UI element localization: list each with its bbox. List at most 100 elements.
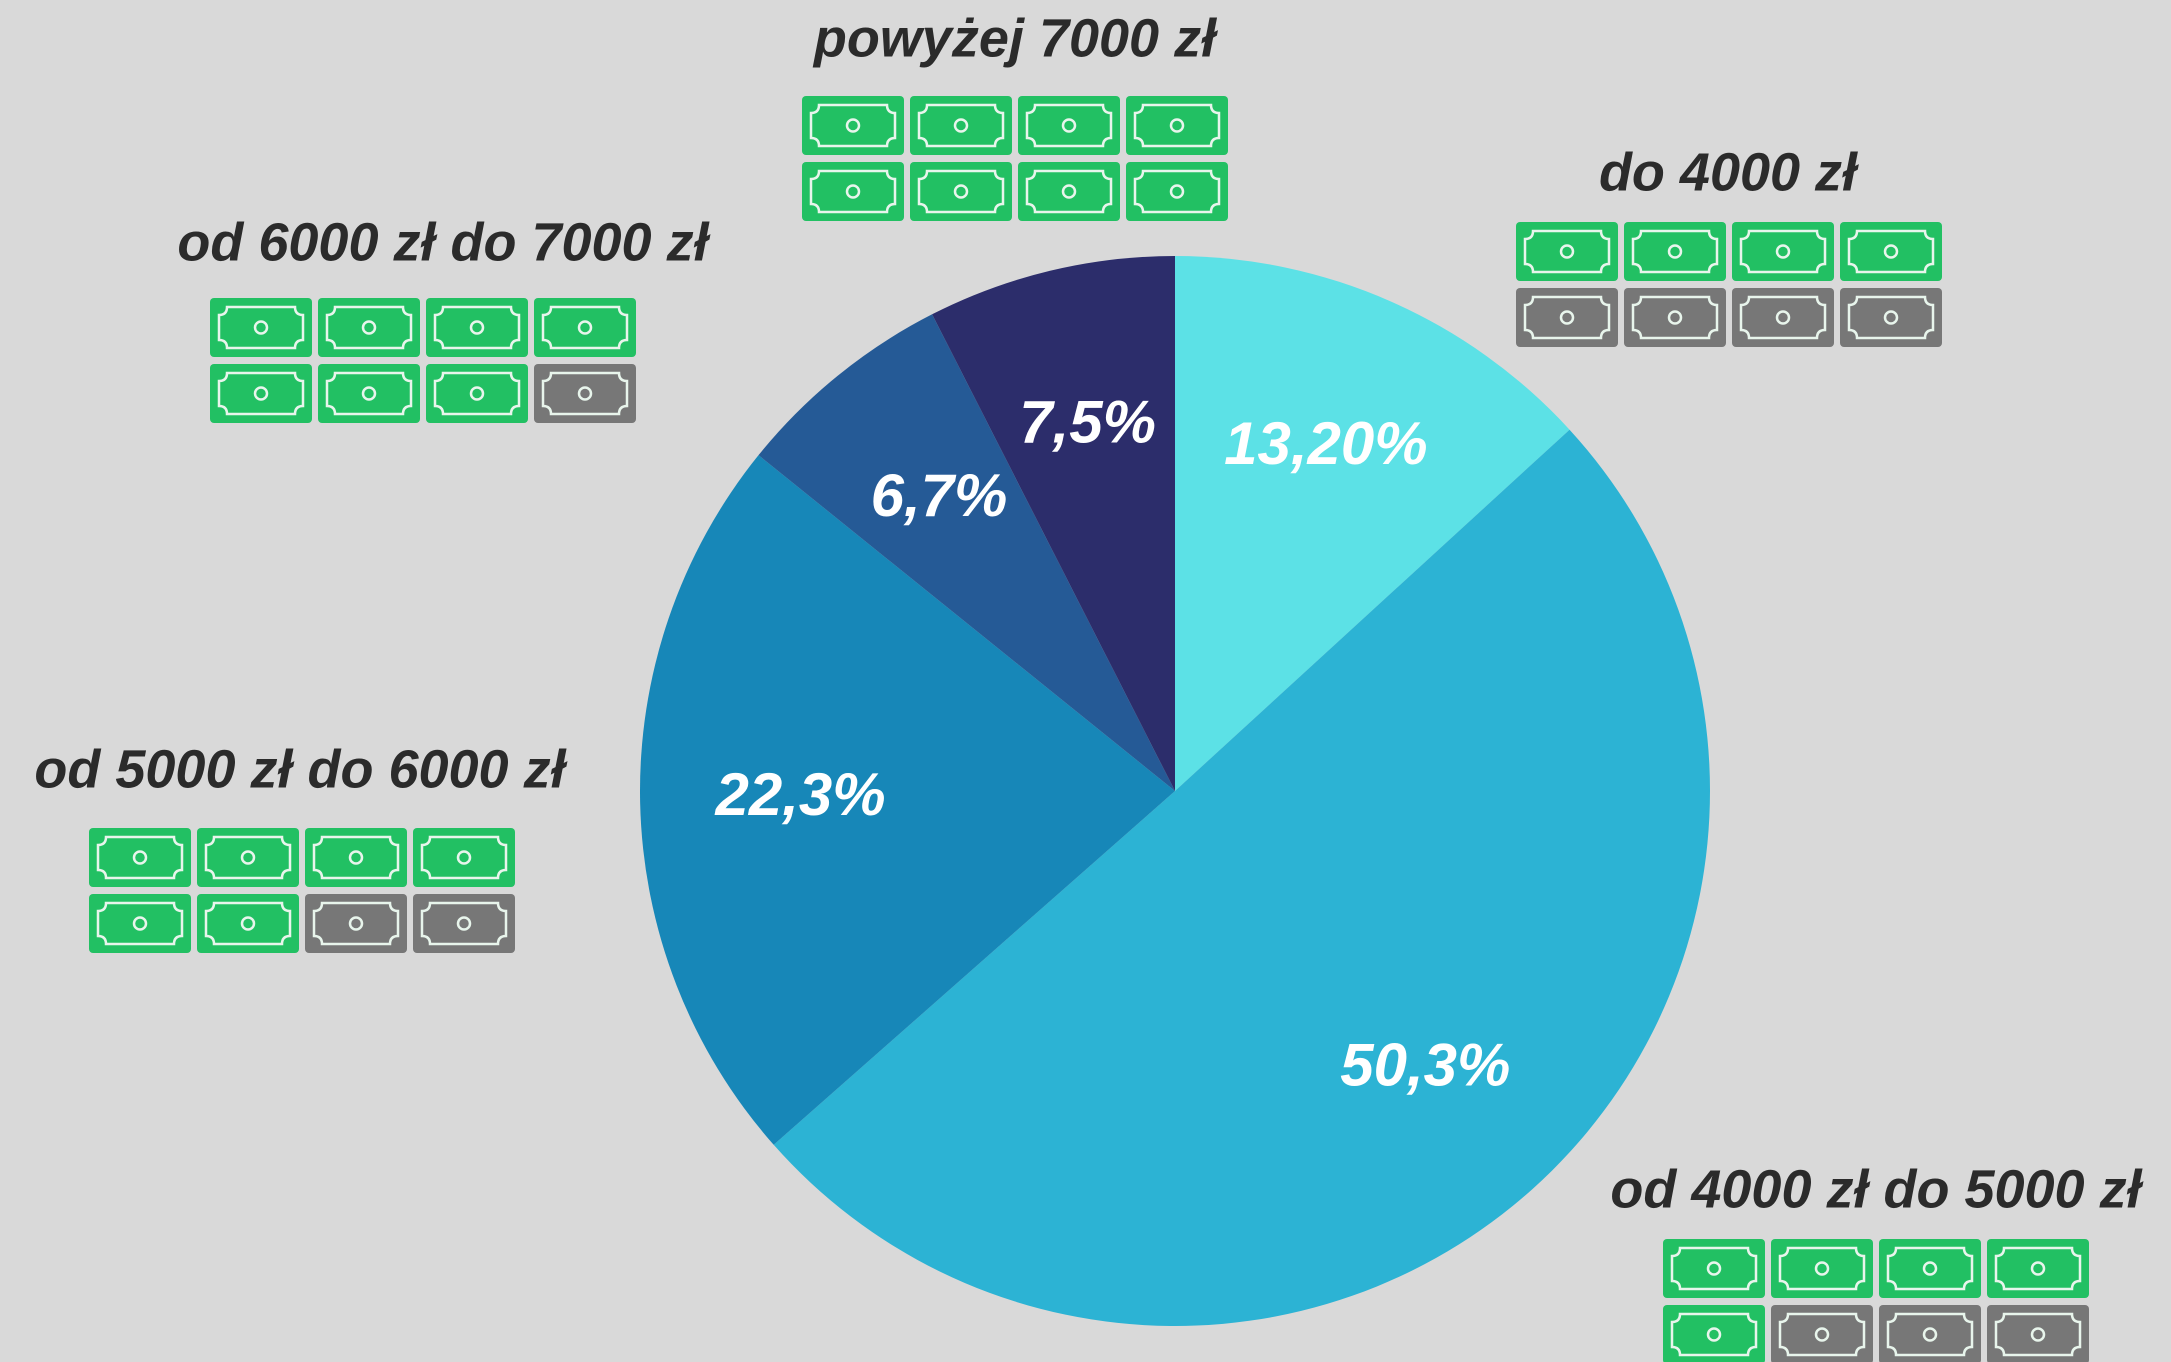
banknote-icon — [1840, 288, 1942, 347]
banknote-coin — [1775, 310, 1791, 325]
banknote-coin — [577, 320, 593, 335]
banknote-outline — [541, 305, 629, 350]
banknote-icon — [1018, 96, 1120, 155]
banknote-body — [1987, 1305, 2089, 1362]
banknote-coin — [953, 118, 969, 133]
pie-slice — [639, 455, 1175, 1145]
banknote-coin — [240, 916, 256, 931]
banknote-body — [1840, 222, 1942, 281]
banknote-outline — [1523, 295, 1611, 340]
banknote-icon — [1516, 288, 1618, 347]
banknote-icon — [1516, 222, 1618, 281]
banknote-icon — [910, 96, 1012, 155]
banknote-outline — [1133, 169, 1221, 214]
banknote-outline — [1778, 1312, 1866, 1357]
banknote-outline — [541, 371, 629, 416]
banknote-body — [534, 364, 636, 423]
banknote-outline — [1778, 1246, 1866, 1291]
banknote-coin — [456, 850, 472, 865]
banknote-body — [89, 828, 191, 887]
banknote-coin — [361, 386, 377, 401]
banknote-coin — [1775, 244, 1791, 259]
banknote-coin — [1667, 244, 1683, 259]
banknote-icon — [1987, 1305, 2089, 1362]
pie-slice — [773, 429, 1710, 1326]
banknote-body — [910, 162, 1012, 221]
banknote-body — [1987, 1239, 2089, 1298]
banknote-coin — [1883, 244, 1899, 259]
banknote-outline — [1025, 169, 1113, 214]
banknote-body — [1840, 288, 1942, 347]
banknote-body — [426, 298, 528, 357]
banknote-icon — [89, 894, 191, 953]
banknote-body — [89, 894, 191, 953]
banknote-body — [197, 828, 299, 887]
banknote-outline — [1739, 295, 1827, 340]
banknote-outline — [1994, 1246, 2082, 1291]
banknote-coin — [1814, 1327, 1830, 1342]
banknote-outline — [1739, 229, 1827, 274]
banknote-icon — [1018, 162, 1120, 221]
banknote-coin — [1814, 1261, 1830, 1276]
banknote-coin — [2030, 1327, 2046, 1342]
banknote-outline — [1670, 1312, 1758, 1357]
category-label: od 4000 zł do 5000 zł — [1610, 1159, 2143, 1219]
banknote-coin — [1922, 1261, 1938, 1276]
banknote-outline — [420, 835, 508, 880]
banknote-outline — [1025, 103, 1113, 148]
banknote-icon — [413, 894, 515, 953]
banknote-body — [1732, 288, 1834, 347]
banknote-outline — [325, 371, 413, 416]
banknote-coin — [1559, 244, 1575, 259]
banknote-icon — [1771, 1239, 1873, 1298]
banknote-outline — [1847, 229, 1935, 274]
banknote-icon — [1732, 222, 1834, 281]
banknote-body — [802, 162, 904, 221]
banknote-icon — [197, 894, 299, 953]
banknote-outline — [433, 305, 521, 350]
banknote-coin — [1667, 310, 1683, 325]
banknote-body — [1879, 1239, 1981, 1298]
banknote-icon — [1840, 222, 1942, 281]
banknote-body — [1516, 222, 1618, 281]
slice-label: 13,20% — [1224, 410, 1428, 477]
category-label: od 6000 zł do 7000 zł — [177, 212, 710, 272]
slice-label: 6,7% — [871, 462, 1008, 529]
pie-slice — [1175, 256, 1570, 791]
banknote-coin — [2030, 1261, 2046, 1276]
banknote-outline — [433, 371, 521, 416]
banknote-body — [1516, 288, 1618, 347]
banknote-body — [1732, 222, 1834, 281]
banknote-outline — [1886, 1312, 1974, 1357]
banknote-coin — [1169, 118, 1185, 133]
banknote-body — [534, 298, 636, 357]
banknote-outline — [1631, 295, 1719, 340]
banknote-body — [426, 364, 528, 423]
banknote-coin — [577, 386, 593, 401]
banknote-coin — [1559, 310, 1575, 325]
banknote-coin — [1706, 1261, 1722, 1276]
banknote-outline — [204, 835, 292, 880]
banknote-body — [210, 364, 312, 423]
banknote-outline — [809, 169, 897, 214]
banknote-icon — [1663, 1239, 1765, 1298]
banknote-coin — [1061, 184, 1077, 199]
banknote-body — [910, 96, 1012, 155]
banknote-outline — [917, 103, 1005, 148]
banknote-outline — [1670, 1246, 1758, 1291]
banknote-coin — [845, 184, 861, 199]
banknote-coin — [1922, 1327, 1938, 1342]
banknote-coin — [253, 386, 269, 401]
banknote-icon — [534, 298, 636, 357]
banknote-icon — [210, 298, 312, 357]
banknote-icon — [426, 298, 528, 357]
banknote-coin — [1883, 310, 1899, 325]
category-label: do 4000 zł — [1599, 142, 1859, 202]
banknote-icon — [1879, 1239, 1981, 1298]
banknote-icon — [802, 162, 904, 221]
banknote-body — [802, 96, 904, 155]
banknote-coin — [469, 320, 485, 335]
banknote-icon — [1771, 1305, 1873, 1362]
slice-label: 22,3% — [715, 761, 886, 828]
banknote-icon — [210, 364, 312, 423]
